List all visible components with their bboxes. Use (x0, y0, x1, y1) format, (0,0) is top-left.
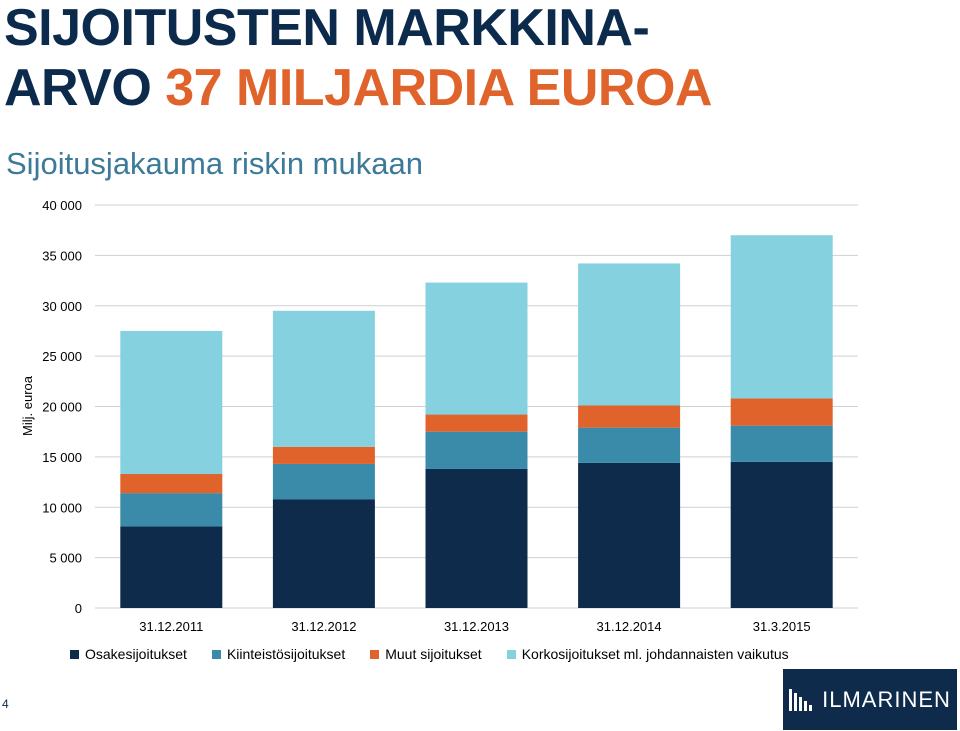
bar-segment (272, 310, 375, 447)
x-tick-label: 31.12.2013 (444, 619, 509, 634)
title-line-2-prefix: ARVO (4, 59, 166, 117)
y-tick-label: 5 000 (49, 551, 82, 566)
y-tick-label: 10 000 (42, 500, 82, 515)
y-tick-label: 30 000 (42, 299, 82, 314)
legend-item: Kiinteistösijoitukset (211, 646, 346, 662)
ilmarinen-logo: ILMARINEN (783, 669, 957, 730)
legend-label: Korkosijoitukset ml. johdannaisten vaiku… (521, 646, 789, 662)
title-highlight: 37 MILJARDIA EUROA (165, 59, 712, 117)
bar-segment (425, 414, 528, 432)
page-number: 4 (2, 697, 9, 711)
bar-segment (730, 235, 833, 399)
legend-label: Osakesijoitukset (85, 646, 187, 662)
page-title: SIJOITUSTEN MARKKINA- ARVO 37 MILJARDIA E… (4, 0, 712, 118)
legend-swatch (211, 649, 221, 659)
stacked-bar-chart: 0 5 000 10 000 15 000 20 000 25 000 30 000 35 0… (20, 198, 858, 634)
logo-text: ILMARINEN (822, 686, 951, 712)
y-tick-label: 20 000 (42, 400, 82, 415)
legend-swatch (506, 649, 516, 659)
bar-segment (272, 463, 375, 500)
y-tick-label: 40 000 (42, 198, 82, 213)
bar-segment (120, 493, 223, 527)
bar-segment (272, 499, 375, 608)
bar-segment (272, 446, 375, 464)
bar-segment (120, 474, 223, 494)
x-tick-label: 31.12.2014 (597, 619, 662, 634)
y-tick-label: 25 000 (42, 349, 82, 364)
logo-mark-icon (789, 688, 813, 711)
bar-segment (120, 526, 223, 608)
bar-segment (578, 462, 681, 608)
y-axis-label: Milj. euroa (20, 375, 35, 436)
x-tick-label: 31.12.2012 (291, 619, 356, 634)
bar-segment (578, 427, 681, 463)
bar-segment (425, 468, 528, 608)
title-line-1: SIJOITUSTEN MARKKINA- (4, 0, 650, 57)
bar-segment (730, 425, 833, 462)
legend-label: Kiinteistösijoitukset (226, 646, 346, 662)
bar-segment (730, 461, 833, 608)
chart-legend: Osakesijoitukset Kiinteistösijoitukset Muu… (70, 646, 789, 662)
bar-segment (578, 263, 681, 406)
legend-item: Muut sijoitukset (370, 646, 482, 662)
bar-segment (730, 398, 833, 426)
legend-item: Osakesijoitukset (70, 646, 187, 662)
x-tick-label: 31.12.2011 (139, 619, 203, 634)
bar-segment (120, 330, 223, 475)
legend-label: Muut sijoitukset (385, 646, 482, 662)
y-tick-label: 0 (75, 601, 82, 616)
y-tick-label: 15 000 (42, 450, 82, 465)
bar-segment (425, 431, 528, 469)
legend-swatch (70, 649, 79, 659)
x-tick-label: 31.3.2015 (753, 619, 811, 634)
bar-segment (425, 282, 528, 415)
bar-segment (578, 405, 681, 428)
legend-item: Korkosijoitukset ml. johdannaisten vaiku… (506, 646, 789, 662)
y-tick-label: 35 000 (42, 248, 82, 263)
legend-swatch (370, 649, 380, 659)
chart-subtitle: Sijoitusjakauma riskin mukaan (6, 146, 423, 181)
